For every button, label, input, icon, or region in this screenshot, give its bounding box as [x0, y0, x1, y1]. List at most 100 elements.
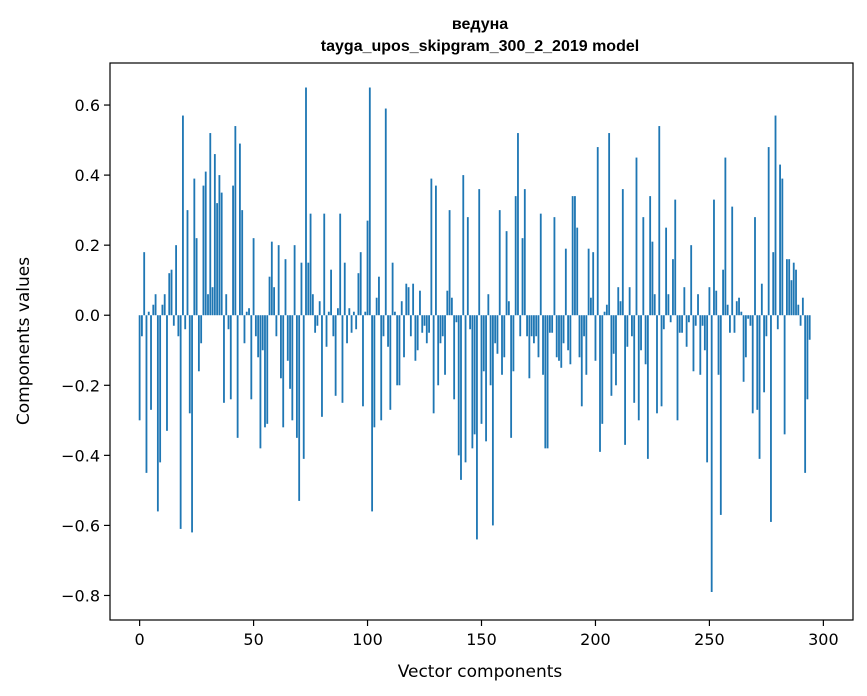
bar-274 [763, 315, 766, 393]
bar-5 [150, 315, 152, 410]
bar-262 [735, 301, 738, 316]
bar-166 [517, 133, 519, 316]
bar-119 [409, 315, 412, 337]
bar-34 [216, 203, 219, 316]
bar-187 [564, 248, 567, 316]
bar-31 [209, 133, 212, 316]
bar-86 [334, 315, 337, 396]
bar-155 [491, 315, 494, 526]
y-tick-label: −0.8 [61, 586, 100, 605]
bar-97 [359, 252, 362, 316]
bar-239 [683, 287, 686, 316]
bar-199 [592, 252, 595, 316]
bar-58 [270, 241, 273, 316]
bar-12 [166, 315, 168, 431]
y-tick-label: −0.4 [61, 446, 100, 465]
bar-216 [631, 315, 633, 337]
bar-38 [225, 294, 228, 316]
x-axis-ticks: 0 50 100 150 200 250 300 [135, 620, 839, 649]
bar-167 [519, 315, 522, 337]
bar-123 [419, 290, 421, 316]
bar-261 [733, 315, 736, 333]
bar-118 [407, 287, 410, 316]
bar-249 [706, 315, 709, 463]
bar-93 [350, 315, 353, 333]
bar-23 [191, 315, 193, 533]
bar-84 [330, 269, 332, 316]
bar-64 [284, 259, 287, 316]
bar-83 [327, 311, 330, 316]
bar-76 [311, 294, 314, 316]
bar-145 [469, 315, 472, 330]
bar-138 [453, 315, 456, 400]
bar-44 [239, 143, 241, 316]
bar-259 [729, 315, 731, 333]
bar-57 [268, 276, 271, 316]
bar-234 [672, 259, 674, 316]
bar-71 [300, 262, 303, 316]
bar-74 [307, 262, 310, 316]
bar-277 [770, 315, 772, 522]
bar-115 [400, 301, 403, 316]
chart-title: ведуна [452, 16, 508, 33]
bar-282 [781, 178, 784, 316]
bar-90 [343, 262, 346, 316]
bar-142 [462, 175, 465, 316]
bar-231 [665, 227, 668, 316]
bar-4 [147, 311, 150, 316]
bar-40 [229, 315, 232, 400]
bar-219 [637, 315, 640, 421]
bar-159 [501, 315, 503, 375]
bar-228 [658, 126, 661, 316]
bar-109 [387, 315, 389, 347]
bar-289 [797, 304, 800, 316]
bar-144 [466, 217, 469, 316]
bar-25 [195, 238, 198, 316]
bar-101 [368, 87, 371, 316]
bar-287 [792, 262, 795, 316]
y-axis-label: Components values [14, 257, 34, 425]
bar-195 [583, 315, 585, 337]
y-tick-label: 0.0 [75, 306, 100, 325]
bar-54 [261, 315, 264, 351]
bar-269 [751, 315, 754, 414]
bar-232 [667, 294, 670, 316]
bar-186 [562, 315, 565, 344]
bar-171 [528, 315, 531, 379]
bar-130 [435, 185, 437, 316]
bar-157 [496, 315, 499, 354]
bar-122 [416, 315, 419, 351]
bar-69 [295, 315, 298, 438]
bar-10 [161, 304, 164, 316]
bar-79 [318, 301, 321, 316]
bar-263 [738, 297, 740, 316]
bar-143 [464, 315, 467, 463]
bar-153 [487, 294, 490, 316]
bar-6 [152, 304, 155, 316]
bar-67 [291, 315, 294, 421]
bar-209 [615, 315, 617, 386]
bar-148 [476, 315, 478, 540]
bar-204 [603, 311, 606, 316]
bar-94 [352, 311, 355, 316]
bar-9 [159, 315, 162, 463]
bar-104 [375, 297, 378, 316]
bar-72 [302, 315, 305, 459]
bar-257 [724, 157, 727, 316]
bar-240 [685, 315, 688, 347]
bars-group [138, 87, 811, 592]
bar-283 [783, 315, 786, 435]
bar-3 [145, 315, 148, 473]
bar-292 [804, 315, 807, 473]
bar-11 [163, 294, 166, 316]
bar-8 [156, 315, 159, 512]
bar-88 [339, 213, 342, 316]
bar-127 [428, 315, 430, 333]
bar-65 [286, 315, 289, 361]
bar-121 [414, 315, 417, 361]
bar-62 [280, 315, 282, 379]
bar-45 [241, 210, 244, 316]
bar-100 [366, 220, 369, 316]
plot-frame [109, 62, 854, 621]
bar-176 [539, 213, 542, 316]
